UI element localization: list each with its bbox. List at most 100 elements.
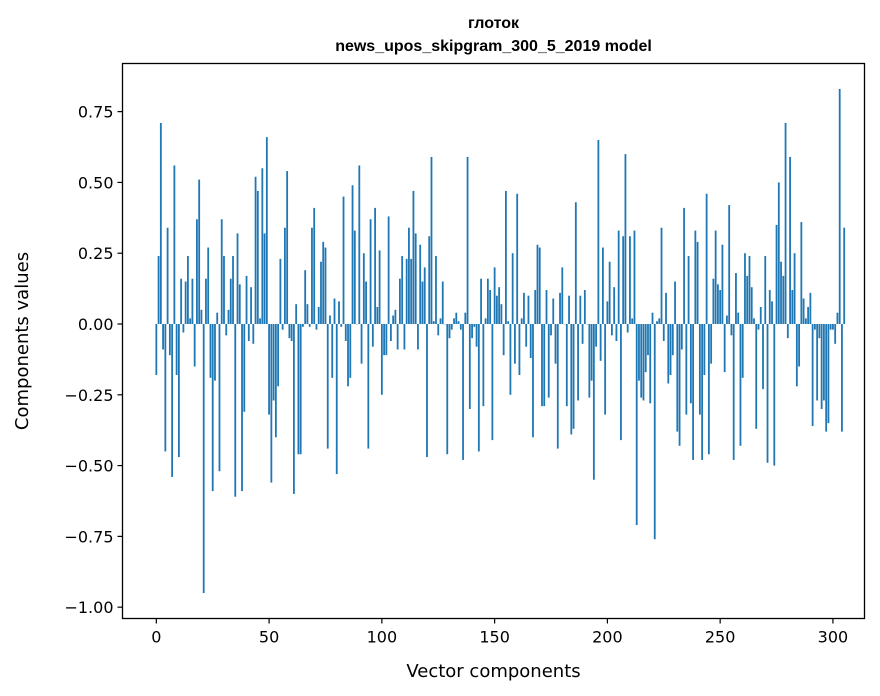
bar	[520, 318, 523, 325]
y-axis-ticks: −1.00 −0.75 −0.50 −0.25 0.00 0.25 0.50 0.75	[64, 103, 123, 617]
bar	[457, 321, 460, 325]
bar	[157, 256, 160, 325]
bar	[166, 227, 169, 325]
bar	[505, 190, 507, 325]
bar	[317, 307, 320, 325]
bar	[502, 324, 505, 356]
bar	[692, 324, 694, 460]
bar	[385, 324, 388, 356]
bar	[304, 270, 307, 325]
bar	[746, 275, 749, 325]
bar	[579, 295, 582, 325]
bar	[820, 324, 823, 409]
bar	[344, 324, 347, 341]
bar	[611, 324, 613, 336]
chart-title-line1: глоток	[468, 15, 520, 32]
bar	[486, 278, 489, 325]
bar	[581, 324, 584, 344]
bar	[477, 324, 480, 452]
bar	[660, 227, 663, 325]
bar	[818, 324, 821, 339]
bar	[800, 222, 803, 325]
bar	[403, 324, 406, 350]
x-axis-label: Vector components	[406, 661, 580, 682]
bar	[495, 295, 498, 325]
bar	[455, 312, 458, 325]
bar	[162, 324, 164, 350]
bar	[807, 307, 810, 325]
plot-frame	[121, 62, 866, 620]
bar	[714, 230, 717, 325]
bar	[405, 258, 408, 325]
bar	[369, 219, 372, 325]
bar	[428, 236, 431, 325]
bar	[268, 324, 270, 415]
bar	[252, 324, 255, 344]
bar	[180, 278, 183, 325]
bar	[784, 122, 787, 325]
bar	[225, 324, 228, 336]
bar	[647, 324, 649, 356]
bar	[417, 324, 419, 350]
bar	[389, 324, 392, 341]
bar	[534, 290, 537, 325]
y-tick-label: −1.00	[64, 598, 113, 617]
bar	[726, 315, 728, 325]
bar	[281, 324, 284, 330]
bar	[541, 324, 543, 407]
bar	[430, 156, 433, 325]
y-tick-label: 0.25	[78, 244, 114, 263]
bar	[331, 324, 334, 378]
bar	[658, 318, 661, 325]
bar	[189, 318, 192, 325]
bar	[173, 165, 176, 325]
bar	[295, 304, 298, 325]
y-tick-label: −0.50	[64, 457, 113, 476]
bar	[394, 309, 397, 325]
bar	[340, 324, 343, 327]
bar	[532, 324, 534, 438]
bar	[432, 321, 435, 325]
bar	[306, 304, 309, 325]
bar	[421, 281, 424, 325]
bar	[649, 324, 652, 404]
bar	[565, 324, 568, 407]
bar	[155, 324, 158, 375]
bar	[241, 324, 243, 492]
bar	[293, 324, 295, 494]
bar	[601, 247, 604, 325]
bar	[453, 318, 455, 325]
bar	[171, 324, 174, 477]
bar	[750, 287, 753, 325]
bar	[401, 256, 404, 325]
bar	[793, 253, 796, 325]
bar	[710, 324, 713, 364]
bar	[387, 216, 390, 325]
bar	[315, 324, 318, 330]
bar	[572, 324, 575, 429]
bar	[798, 324, 800, 367]
bar	[351, 185, 354, 325]
bar	[484, 318, 487, 325]
bar	[227, 309, 230, 325]
bar	[322, 241, 325, 325]
bar	[216, 312, 219, 325]
bar	[376, 307, 379, 325]
bar	[218, 324, 221, 472]
bar	[642, 324, 645, 401]
bar	[843, 227, 846, 325]
bar	[669, 324, 672, 375]
chart-title-line2: news_upos_skipgram_300_5_2019 model	[335, 38, 652, 55]
bar	[728, 205, 731, 325]
bar	[836, 312, 839, 325]
bar	[782, 275, 785, 325]
bar	[816, 324, 819, 401]
bar	[809, 292, 812, 325]
bar	[229, 278, 232, 325]
bar	[737, 312, 740, 325]
bar	[795, 324, 798, 387]
bar	[712, 278, 715, 325]
y-tick-label: 0.75	[78, 103, 114, 122]
bar	[694, 230, 697, 325]
bar	[175, 324, 178, 375]
